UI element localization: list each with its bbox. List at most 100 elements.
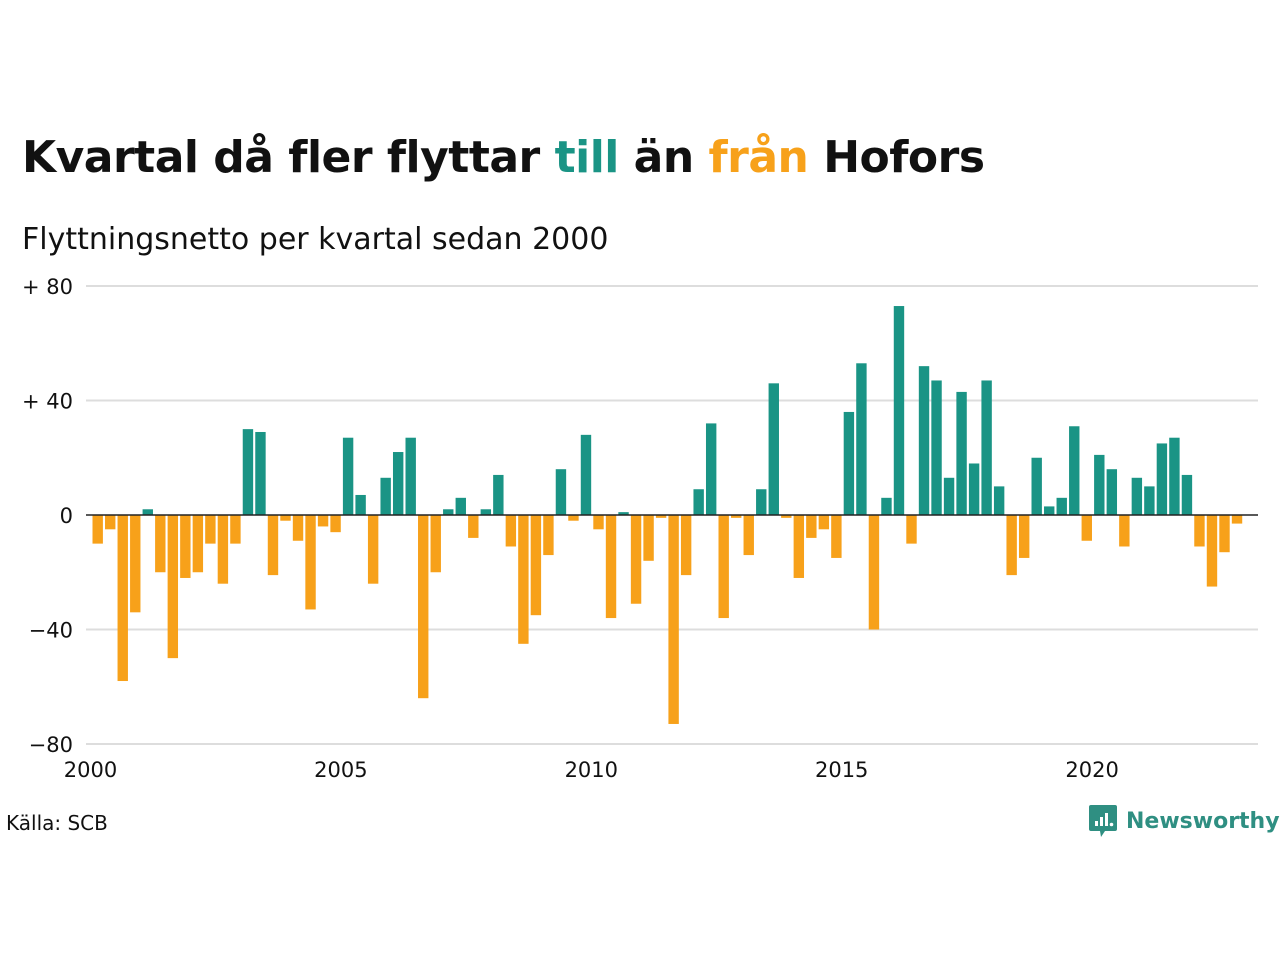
bar [305,515,316,610]
bar [655,515,667,518]
title-fran: från [708,132,809,183]
bar [493,474,504,515]
bar [192,515,204,573]
x-tick-label: 2005 [314,758,367,782]
bar [768,383,779,515]
title-part-1: Kvartal då fler flyttar [22,132,555,183]
logo-text: Newsworthy [1126,808,1280,834]
bar [505,515,517,547]
bar [968,463,980,515]
bar [1018,515,1030,558]
bar [593,515,604,530]
bar [1194,515,1205,547]
bar [280,515,291,521]
bar [455,497,466,515]
bar [480,509,492,515]
bar [380,477,391,515]
bar [756,489,767,515]
y-tick-label: −80 [29,733,73,757]
bar [342,437,354,515]
bar [1031,457,1042,515]
x-tick-label: 2000 [64,758,117,782]
bar [993,486,1005,516]
bar [580,434,592,515]
y-tick-label: + 40 [22,390,73,414]
bar [217,515,229,584]
bar [518,515,529,644]
bar [230,515,241,544]
bar [781,515,792,518]
bar [555,469,567,515]
bar [92,515,103,544]
bar [668,515,679,724]
bar [618,512,629,515]
title-till: till [554,132,620,183]
bar [1219,515,1230,553]
bar [443,509,454,515]
bar [693,489,704,515]
bar [893,306,905,515]
bar [856,363,867,515]
bar [130,515,141,613]
bar [1006,515,1017,576]
bar [705,423,717,515]
bar [267,515,279,576]
y-tick-label: 0 [60,504,73,528]
bar [355,494,366,515]
bar [743,515,754,556]
bar [943,477,955,515]
bar [105,515,116,530]
bar [1069,426,1080,515]
bar [468,515,479,538]
bar [1181,474,1193,515]
bar [630,515,642,604]
newsworthy-logo[interactable]: Newsworthy [1088,804,1280,838]
chart-subtitle: Flyttningsnetto per kvartal sedan 2000 [22,222,609,257]
bar [1131,477,1143,515]
y-tick-label: + 80 [22,275,73,299]
bar [180,515,191,578]
bar [543,515,554,556]
bar [1144,486,1155,516]
title-part-3: Hofors [808,132,985,183]
bar [367,515,379,584]
bar [1094,454,1105,515]
bar [731,515,742,518]
bar [643,515,654,561]
bar [317,515,329,527]
bar [718,515,729,619]
bar [956,391,967,515]
bar [1044,506,1055,515]
x-tick-label: 2020 [1065,758,1118,782]
x-tick-label: 2015 [815,758,868,782]
title-part-2: än [618,132,709,183]
bar [806,515,817,538]
bar [906,515,917,544]
y-tick-label: −40 [29,619,73,643]
bar [1081,515,1092,541]
bar [292,515,304,541]
bar [868,515,880,630]
bar [242,429,254,516]
bar [142,509,153,515]
bar [405,437,416,515]
chart-title: Kvartal då fler flyttar till än från Hof… [22,132,985,183]
bar [155,515,166,573]
bar [1169,437,1180,515]
bar [843,411,855,515]
bar [330,515,341,533]
bar [881,497,892,515]
bar [167,515,179,659]
bar [530,515,542,616]
source-label: Källa: SCB [6,811,108,835]
bar [605,515,617,619]
bar [392,452,404,515]
bar [931,380,942,515]
bar [1231,515,1243,524]
x-tick-label: 2010 [565,758,618,782]
bar [430,515,441,573]
bar [793,515,805,578]
bar [1056,497,1067,515]
bar [831,515,842,558]
bar [1106,469,1118,515]
